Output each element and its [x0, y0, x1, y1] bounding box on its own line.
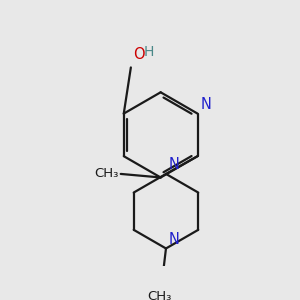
Text: N: N	[169, 157, 179, 172]
Text: N: N	[169, 232, 179, 247]
Text: O: O	[133, 47, 144, 62]
Text: N: N	[200, 97, 211, 112]
Text: CH₃: CH₃	[94, 167, 119, 180]
Text: H: H	[143, 45, 154, 58]
Text: CH₃: CH₃	[148, 290, 172, 300]
